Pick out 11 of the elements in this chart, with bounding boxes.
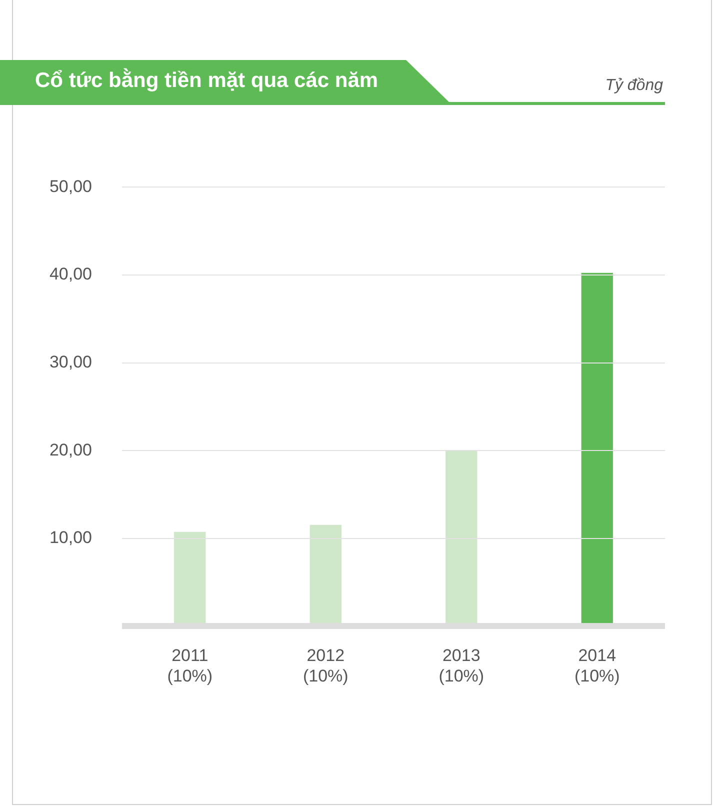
x-tick-label: 2014 (10%) xyxy=(574,646,620,686)
x-tick-label: 2013 (10%) xyxy=(438,646,484,686)
text: Tỷ đồng xyxy=(605,77,663,95)
y-tick-label: 40,00 xyxy=(49,264,92,284)
y-tick-label: 50,00 xyxy=(49,176,92,196)
y-tick-label: 10,00 xyxy=(49,528,92,548)
x-tick-label: 2012 (10%) xyxy=(302,646,348,686)
y-tick-label: 30,00 xyxy=(49,352,92,372)
chart-title: Cổ tức bằng tiền mặt qua các năm xyxy=(35,69,378,93)
y-tick-label: 20,00 xyxy=(49,440,92,460)
x-tick-label: 2011 (10%) xyxy=(167,646,213,686)
